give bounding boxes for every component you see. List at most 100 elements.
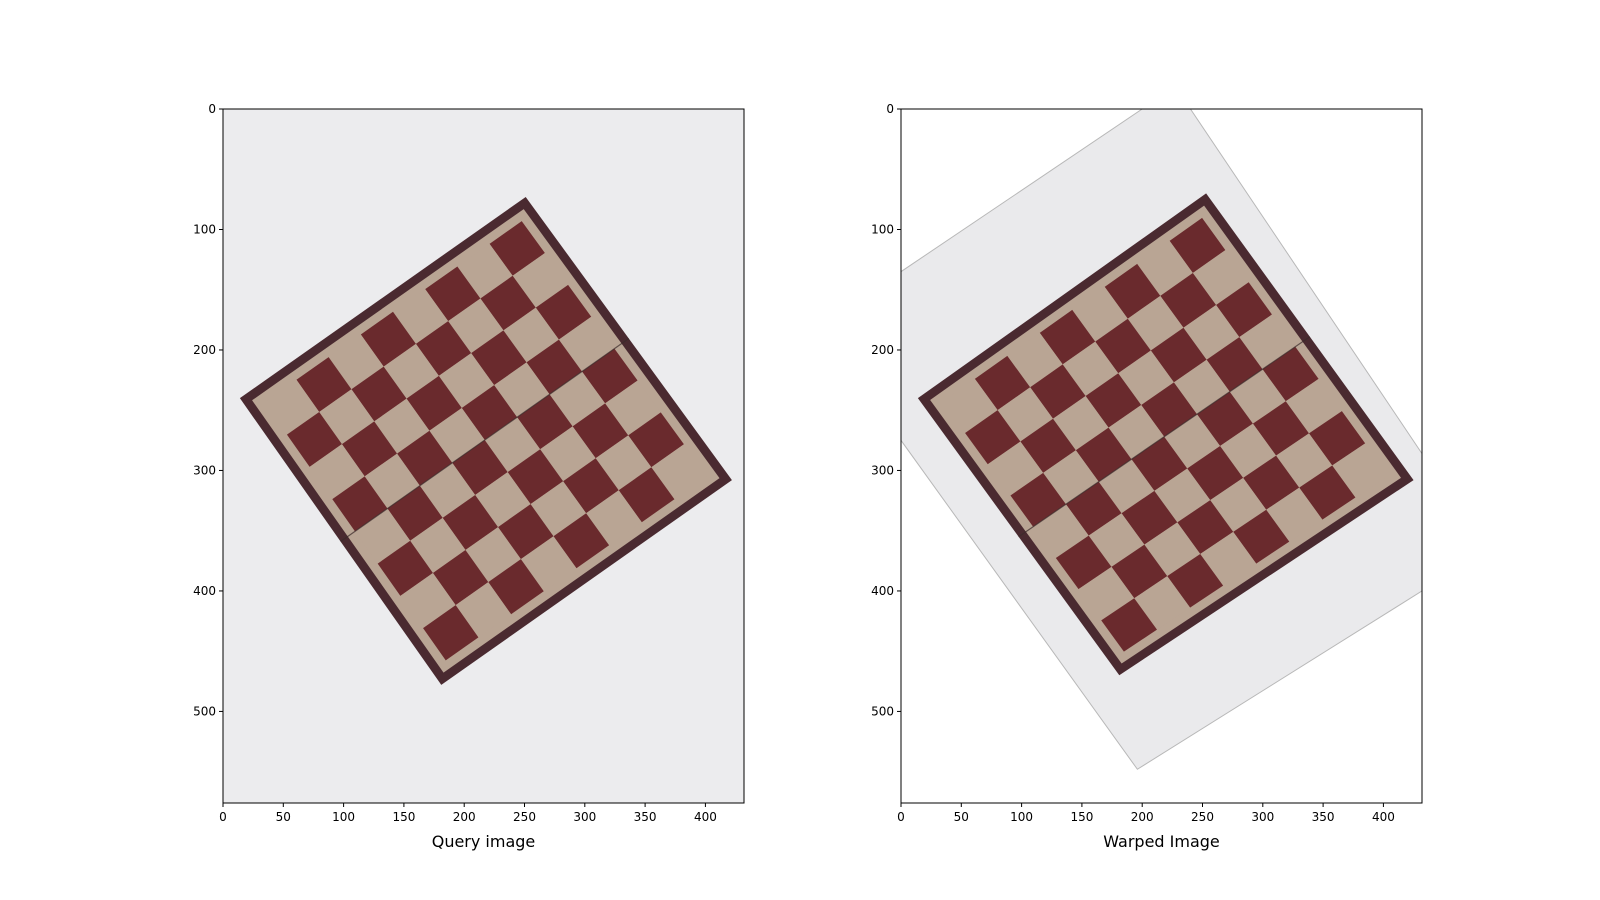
query-x-tick-label: 300	[573, 810, 596, 824]
query-board-square	[471, 330, 527, 386]
query-board-square	[586, 490, 642, 546]
query-board-square	[319, 389, 375, 445]
warped-x-tick-label: 150	[1070, 810, 1093, 824]
warped-board-square	[1095, 318, 1151, 374]
warped-image-panel: Warped Image 0 50 100 150 200 250 300 350 400 0 10…	[871, 102, 1423, 851]
query-board-square	[553, 513, 610, 569]
warped-x-tick-label: 0	[897, 810, 905, 824]
warped-board-square	[1121, 490, 1178, 545]
warped-y-tick-label: 300	[871, 463, 894, 477]
warped-board-square	[1276, 433, 1333, 488]
warped-board-square	[1118, 350, 1174, 406]
query-y-tick-label: 200	[193, 343, 216, 357]
query-board-square	[530, 481, 587, 537]
warped-board-square	[1160, 272, 1217, 328]
warped-board-square	[997, 387, 1053, 442]
warped-board-square	[1055, 535, 1112, 590]
query-board-square	[423, 605, 479, 661]
warped-board-square	[1308, 411, 1366, 466]
warped-board-square	[1154, 468, 1211, 523]
query-board-square	[415, 321, 472, 376]
query-y-tick-label: 0	[208, 102, 216, 116]
query-y-tick-label: 400	[193, 584, 216, 598]
query-board-square	[480, 275, 536, 331]
query-image-content	[223, 109, 744, 803]
query-x-tick-label: 50	[276, 810, 291, 824]
warped-board-square	[965, 410, 1021, 465]
warped-board-square	[1150, 327, 1207, 383]
warped-board-square	[1020, 418, 1076, 473]
query-board-square	[383, 343, 439, 399]
query-x-tick-label: 200	[453, 810, 476, 824]
warped-board-square	[1104, 263, 1161, 319]
warped-image-content	[901, 109, 1422, 803]
query-board-square	[455, 582, 512, 638]
query-board-square	[503, 307, 559, 363]
query-x-tick-label: 350	[634, 810, 657, 824]
warped-board-square	[1239, 314, 1296, 370]
query-board-square	[628, 412, 684, 468]
warped-board-square	[1030, 364, 1086, 419]
warped-y-tick-label: 100	[871, 222, 894, 236]
query-axes-frame	[222, 108, 745, 804]
warped-axes-frame	[900, 108, 1423, 804]
warped-board-square	[1101, 598, 1157, 652]
query-board-square	[410, 517, 466, 573]
warped-board-fold	[1018, 336, 1311, 538]
query-board-square	[498, 504, 554, 560]
warped-board-square	[1206, 337, 1263, 392]
warped-board-square	[1216, 282, 1272, 338]
warped-x-tick-label: 350	[1312, 810, 1335, 824]
warped-y-tick-label: 200	[871, 343, 894, 357]
warped-x-tick-label: 300	[1251, 810, 1274, 824]
warped-board-square	[1187, 446, 1244, 501]
query-board-square	[425, 266, 481, 322]
warped-board-square	[1183, 305, 1240, 360]
warped-board-square	[1233, 509, 1290, 564]
warped-board-square	[974, 355, 1031, 411]
query-board-square	[448, 298, 504, 354]
warped-board-square	[1088, 513, 1145, 567]
warped-board-square	[1200, 531, 1257, 586]
query-board-square	[535, 284, 592, 340]
query-board-square	[406, 375, 462, 431]
query-x-tick-label: 100	[332, 810, 355, 824]
warped-board-square	[1169, 217, 1226, 273]
query-board-fold	[340, 338, 630, 543]
query-board-square	[400, 572, 456, 629]
warped-x-tick-label: 250	[1191, 810, 1214, 824]
warped-board-square	[1252, 401, 1309, 456]
warped-image-xlabel: Warped Image	[1103, 832, 1220, 851]
warped-board-square	[1062, 341, 1119, 397]
query-board-square	[563, 458, 619, 514]
query-y-tick-label: 500	[193, 704, 216, 718]
query-board-square	[377, 540, 433, 596]
query-board-square	[264, 379, 320, 435]
query-image-panel: Query image 0 50 100 150 200 250 300 350 400 0 100…	[193, 102, 745, 851]
query-y-tick-label: 100	[193, 222, 216, 236]
query-board-square	[374, 398, 430, 454]
query-board-square	[351, 366, 407, 422]
warped-board-square	[942, 378, 998, 434]
query-board-square	[520, 536, 577, 592]
warped-board-square	[1111, 544, 1168, 599]
query-board-square	[328, 334, 384, 390]
query-board-square	[392, 289, 449, 344]
warped-board-square	[1167, 554, 1224, 608]
warped-y-tick-label: 500	[871, 704, 894, 718]
warped-x-tick-label: 50	[954, 810, 969, 824]
warped-board-square	[1078, 566, 1135, 621]
query-board-square	[595, 435, 652, 491]
query-board-square	[309, 444, 365, 500]
warped-board-square	[1052, 396, 1109, 451]
query-y-tick-label: 300	[193, 463, 216, 477]
warped-x-tick-label: 400	[1372, 810, 1395, 824]
query-board-square	[457, 243, 513, 299]
query-board-square	[651, 444, 708, 500]
warped-board-square	[1285, 378, 1342, 434]
warped-board-square	[1192, 250, 1249, 306]
warped-board-square	[1127, 295, 1184, 351]
warped-x-tick-label: 100	[1010, 810, 1033, 824]
warped-board-square	[1072, 286, 1128, 342]
warped-board-square	[1085, 373, 1142, 428]
